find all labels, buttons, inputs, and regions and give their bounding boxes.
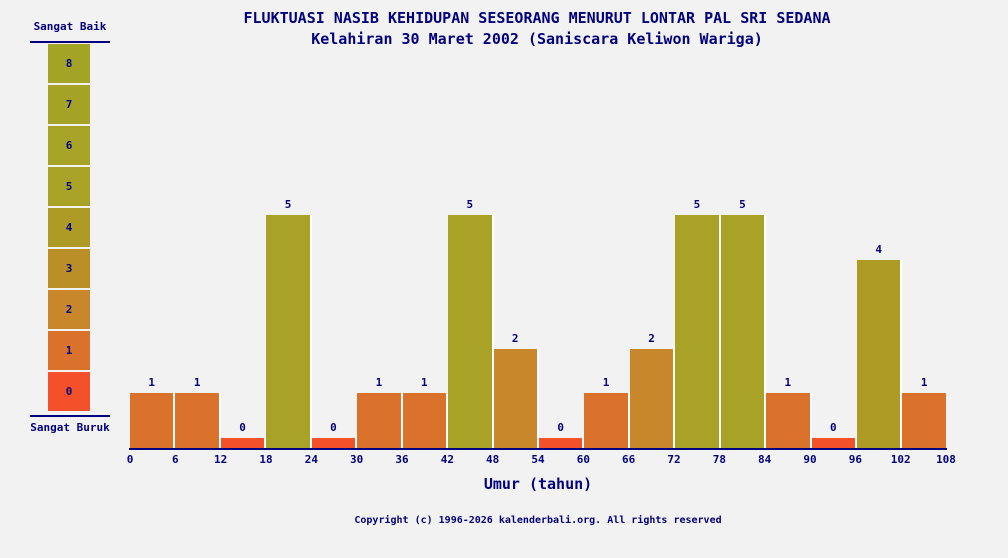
legend-cell-2: 2: [48, 290, 90, 329]
legend-cell-4: 4: [48, 208, 90, 247]
bar-value-label: 1: [421, 376, 428, 390]
legend-cell-6: 6: [48, 126, 90, 165]
x-tick-label-90: 90: [803, 453, 817, 466]
legend-cell-value: 0: [65, 385, 73, 398]
bar-age-66-72: 2: [629, 332, 676, 448]
legend-cell-value: 4: [65, 221, 73, 234]
x-tick-label-102: 102: [890, 453, 911, 466]
x-tick-label-24: 24: [304, 453, 318, 466]
bar-age-36-42: 1: [402, 376, 449, 448]
x-tick-label-78: 78: [712, 453, 726, 466]
bar-value-label: 1: [375, 376, 383, 390]
x-tick-label-42: 42: [440, 453, 454, 466]
legend-cell-value: 7: [65, 98, 73, 111]
legend-cell-value: 1: [65, 344, 73, 357]
legend-best-label: Sangat Baik: [33, 20, 107, 33]
bar-value-label: 5: [739, 198, 746, 211]
legend-cell-value: 3: [65, 262, 73, 275]
bar-age-84-90: 1: [766, 376, 812, 448]
x-tick-label-30: 30: [350, 453, 364, 466]
bar-value-label: 5: [466, 198, 474, 211]
legend-top-rule: [30, 41, 110, 43]
bar-age-0-6: 1: [130, 376, 176, 448]
legend-scale-cells: 8 7 6 5 4 3 2 1 0: [48, 44, 90, 411]
bar-value-label: 1: [148, 376, 156, 390]
legend-cell-1: 1: [48, 331, 90, 370]
bar-age-18-24: 5: [266, 198, 312, 448]
bar-age-42-48: 5: [448, 198, 494, 448]
bar-age-96-102: 4: [857, 243, 903, 448]
bar-value-label: 4: [875, 242, 883, 256]
x-tick-label-48: 48: [486, 453, 500, 466]
legend-cell-7: 7: [48, 85, 90, 124]
legend-cell-value: 8: [65, 57, 73, 70]
bar-age-78-84: 5: [720, 198, 767, 448]
bar-age-12-18: 0: [220, 421, 267, 448]
legend-cell-value: 2: [65, 303, 73, 316]
legend-cell-0: 0: [48, 372, 90, 411]
bar-age-72-78: 5: [675, 198, 721, 448]
x-tick-label-96: 96: [848, 453, 862, 466]
x-tick-label-12: 12: [214, 453, 228, 466]
bar-value-label: 0: [557, 421, 564, 434]
legend-cell-8: 8: [48, 44, 90, 83]
bar-age-54-60: 0: [538, 421, 585, 448]
bar-age-48-54: 2: [493, 332, 539, 448]
legend-cell-3: 3: [48, 249, 90, 288]
x-tick-label-18: 18: [259, 453, 273, 466]
x-axis-label: Umur (tahun): [483, 475, 593, 493]
bar-age-60-66: 1: [584, 376, 630, 448]
chart-title-line2: Kelahiran 30 Maret 2002 (Saniscara Keliw…: [311, 30, 763, 48]
x-tick-label-72: 72: [667, 453, 681, 466]
x-tick-label-0: 0: [126, 453, 134, 466]
bar-value-label: 2: [511, 331, 519, 345]
legend-cell-5: 5: [48, 167, 90, 206]
legend-cell-value: 5: [65, 180, 73, 193]
x-axis-line: [129, 448, 947, 450]
bar-value-label: 1: [193, 376, 201, 390]
x-tick-label-108: 108: [936, 453, 956, 466]
bar-value-label: 0: [239, 421, 246, 434]
bar-age-102-108: 1: [902, 376, 946, 448]
chart-title-line1: FLUKTUASI NASIB KEHIDUPAN SESEORANG MENU…: [243, 9, 831, 27]
x-tick-label-36: 36: [395, 453, 409, 466]
x-tick-label-60: 60: [576, 453, 590, 466]
x-tick-label-84: 84: [758, 453, 772, 466]
legend-cell-value: 6: [65, 139, 73, 152]
x-tick-label-66: 66: [622, 453, 636, 466]
bar-value-label: 0: [330, 421, 337, 434]
x-axis-ticks: 0 6 12 18 24 30 36 42 48 54 60 66 72 78 84 90 96 102 108: [0, 453, 1008, 467]
bar-value-label: 1: [784, 376, 792, 390]
bar-value-label: 0: [829, 421, 837, 434]
legend-bottom-rule: [30, 415, 110, 417]
bar-value-label: 5: [693, 198, 701, 211]
bar-age-24-30: 0: [311, 421, 358, 448]
bar-value-label: 2: [648, 331, 655, 345]
copyright-footer: Copyright (c) 1996-2026 kalenderbali.org…: [354, 515, 722, 526]
legend-worst-label: Sangat Buruk: [30, 421, 110, 434]
x-tick-label-6: 6: [172, 453, 179, 466]
x-tick-label-54: 54: [531, 453, 545, 466]
bar-value-label: 5: [284, 198, 292, 211]
bar-age-6-12: 1: [175, 376, 221, 448]
bar-value-label: 1: [920, 376, 928, 390]
bar-value-label: 1: [602, 376, 610, 390]
chart-title: FLUKTUASI NASIB KEHIDUPAN SESEORANG MENU…: [66, 8, 1008, 50]
bar-age-90-96: 0: [811, 421, 857, 448]
bar-age-30-36: 1: [357, 376, 403, 448]
